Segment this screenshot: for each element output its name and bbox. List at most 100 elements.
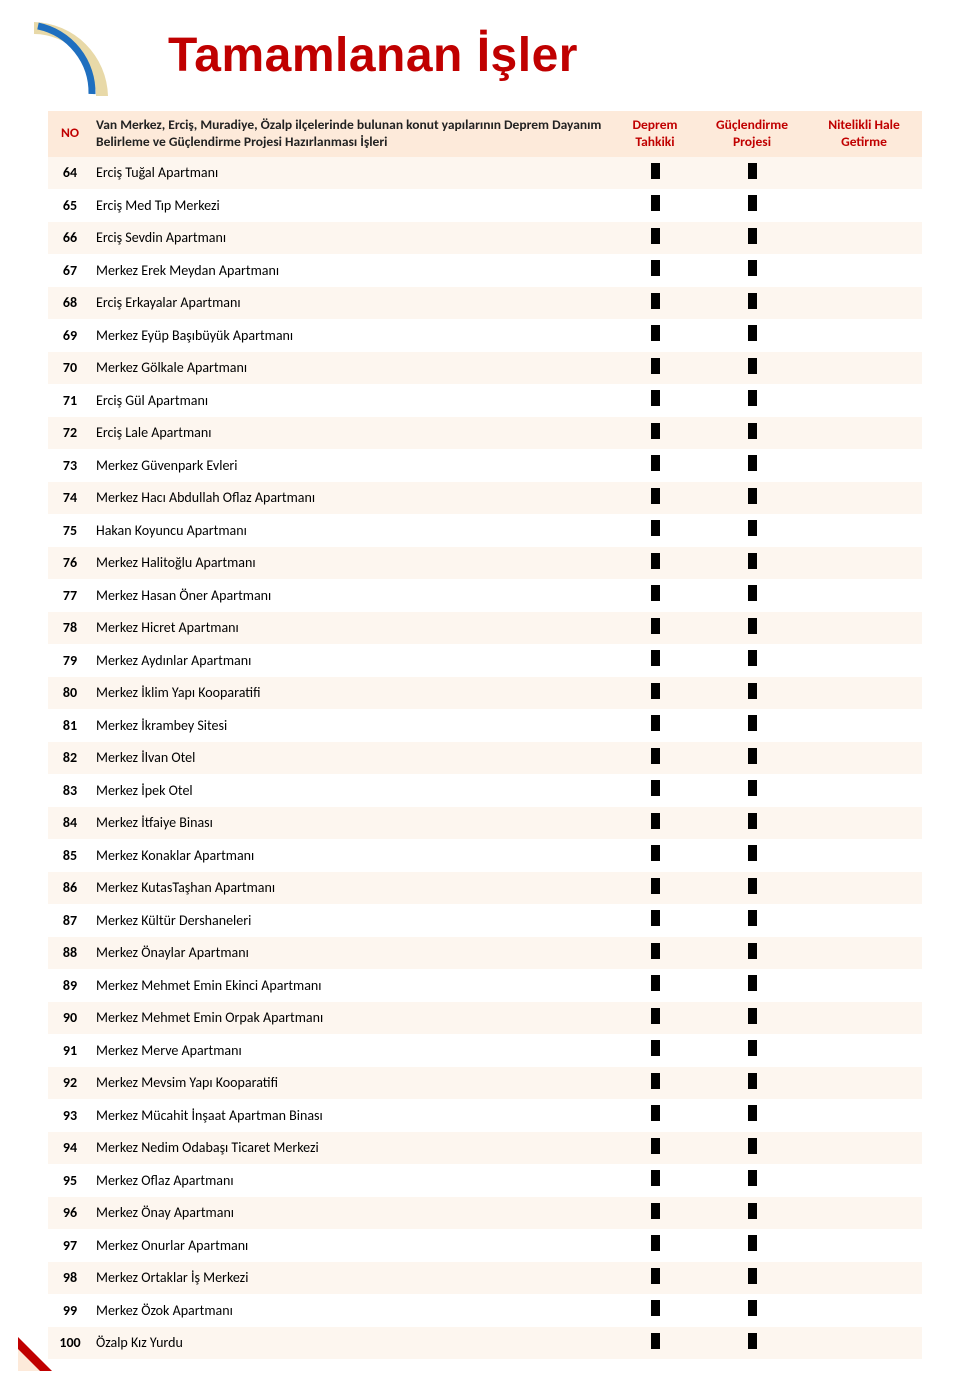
cell-c1 bbox=[612, 904, 698, 937]
check-mark-icon bbox=[651, 553, 660, 569]
check-mark-icon bbox=[748, 1008, 757, 1024]
check-mark-icon bbox=[748, 325, 757, 341]
cell-no: 77 bbox=[48, 579, 92, 612]
cell-c2 bbox=[698, 872, 806, 905]
cell-no: 99 bbox=[48, 1294, 92, 1327]
check-mark-icon bbox=[748, 1138, 757, 1154]
cell-c3 bbox=[806, 579, 922, 612]
cell-c2 bbox=[698, 904, 806, 937]
check-mark-icon bbox=[651, 878, 660, 894]
cell-desc: Merkez Güvenpark Evleri bbox=[92, 449, 612, 482]
cell-c3 bbox=[806, 222, 922, 255]
table-row: 85Merkez Konaklar Apartmanı bbox=[48, 839, 922, 872]
cell-c2 bbox=[698, 807, 806, 840]
check-mark-icon bbox=[748, 975, 757, 991]
cell-no: 89 bbox=[48, 969, 92, 1002]
check-mark-icon bbox=[651, 683, 660, 699]
cell-c3 bbox=[806, 1262, 922, 1295]
check-mark-icon bbox=[748, 293, 757, 309]
cell-c2 bbox=[698, 839, 806, 872]
check-mark-icon bbox=[651, 585, 660, 601]
check-mark-icon bbox=[651, 618, 660, 634]
cell-c1 bbox=[612, 157, 698, 190]
col-c3-header: Nitelikli Hale Getirme bbox=[806, 111, 922, 157]
cell-c3 bbox=[806, 449, 922, 482]
cell-no: 91 bbox=[48, 1034, 92, 1067]
cell-desc: Merkez Mehmet Emin Ekinci Apartmanı bbox=[92, 969, 612, 1002]
cell-c1 bbox=[612, 774, 698, 807]
cell-c1 bbox=[612, 937, 698, 970]
cell-desc: Merkez İkrambey Sitesi bbox=[92, 709, 612, 742]
table-row: 71Erciş Gül Apartmanı bbox=[48, 384, 922, 417]
cell-no: 93 bbox=[48, 1099, 92, 1132]
table-row: 69Merkez Eyüp Başıbüyük Apartmanı bbox=[48, 319, 922, 352]
check-mark-icon bbox=[748, 715, 757, 731]
table-row: 90Merkez Mehmet Emin Orpak Apartmanı bbox=[48, 1002, 922, 1035]
check-mark-icon bbox=[748, 1040, 757, 1056]
check-mark-icon bbox=[651, 163, 660, 179]
table-container: NO Van Merkez, Erciş, Muradiye, Özalp il… bbox=[48, 111, 912, 1359]
cell-no: 64 bbox=[48, 157, 92, 190]
check-mark-icon bbox=[651, 1203, 660, 1219]
cell-c2 bbox=[698, 254, 806, 287]
cell-desc: Merkez Gölkale Apartmanı bbox=[92, 352, 612, 385]
cell-c3 bbox=[806, 807, 922, 840]
check-mark-icon bbox=[748, 943, 757, 959]
cell-c1 bbox=[612, 839, 698, 872]
cell-desc: Erciş Tuğal Apartmanı bbox=[92, 157, 612, 190]
check-mark-icon bbox=[748, 683, 757, 699]
cell-c1 bbox=[612, 189, 698, 222]
cell-c3 bbox=[806, 547, 922, 580]
check-mark-icon bbox=[651, 1008, 660, 1024]
cell-c2 bbox=[698, 709, 806, 742]
cell-c3 bbox=[806, 937, 922, 970]
cell-c1 bbox=[612, 449, 698, 482]
cell-no: 96 bbox=[48, 1197, 92, 1230]
cell-no: 83 bbox=[48, 774, 92, 807]
cell-desc: Merkez İtfaiye Binası bbox=[92, 807, 612, 840]
cell-no: 78 bbox=[48, 612, 92, 645]
check-mark-icon bbox=[748, 1170, 757, 1186]
check-mark-icon bbox=[651, 1268, 660, 1284]
check-mark-icon bbox=[748, 748, 757, 764]
cell-desc: Merkez Oflaz Apartmanı bbox=[92, 1164, 612, 1197]
cell-c3 bbox=[806, 1067, 922, 1100]
check-mark-icon bbox=[651, 325, 660, 341]
cell-c2 bbox=[698, 1327, 806, 1360]
cell-c3 bbox=[806, 514, 922, 547]
col-no-header: NO bbox=[48, 111, 92, 157]
check-mark-icon bbox=[748, 1105, 757, 1121]
table-row: 83Merkez İpek Otel bbox=[48, 774, 922, 807]
check-mark-icon bbox=[748, 780, 757, 796]
check-mark-icon bbox=[748, 195, 757, 211]
cell-c2 bbox=[698, 1294, 806, 1327]
cell-c1 bbox=[612, 1327, 698, 1360]
cell-c2 bbox=[698, 352, 806, 385]
cell-c2 bbox=[698, 319, 806, 352]
check-mark-icon bbox=[651, 975, 660, 991]
table-row: 77Merkez Hasan Öner Apartmanı bbox=[48, 579, 922, 612]
cell-c1 bbox=[612, 612, 698, 645]
page: Tamamlanan İşler NO Van Merkez, Erciş, M… bbox=[0, 0, 960, 1379]
cell-c1 bbox=[612, 579, 698, 612]
table-row: 74Merkez Hacı Abdullah Oflaz Apartmanı bbox=[48, 482, 922, 515]
check-mark-icon bbox=[651, 488, 660, 504]
table-row: 95Merkez Oflaz Apartmanı bbox=[48, 1164, 922, 1197]
table-row: 70Merkez Gölkale Apartmanı bbox=[48, 352, 922, 385]
cell-no: 66 bbox=[48, 222, 92, 255]
cell-no: 82 bbox=[48, 742, 92, 775]
table-row: 65Erciş Med Tıp Merkezi bbox=[48, 189, 922, 222]
check-mark-icon bbox=[748, 488, 757, 504]
table-row: 64Erciş Tuğal Apartmanı bbox=[48, 157, 922, 190]
check-mark-icon bbox=[748, 1235, 757, 1251]
cell-c3 bbox=[806, 1229, 922, 1262]
page-title: Tamamlanan İşler bbox=[168, 28, 912, 83]
cell-no: 72 bbox=[48, 417, 92, 450]
check-mark-icon bbox=[748, 845, 757, 861]
cell-c3 bbox=[806, 254, 922, 287]
table-row: 87Merkez Kültür Dershaneleri bbox=[48, 904, 922, 937]
check-mark-icon bbox=[651, 715, 660, 731]
check-mark-icon bbox=[748, 520, 757, 536]
check-mark-icon bbox=[651, 1333, 660, 1349]
cell-desc: Merkez Erek Meydan Apartmanı bbox=[92, 254, 612, 287]
